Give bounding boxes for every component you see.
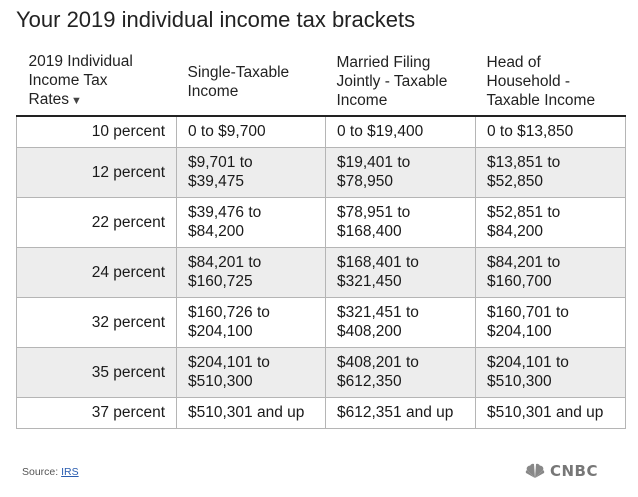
single-income-cell: $84,201 to $160,725 [176,246,326,298]
cell-line: $160,726 to [188,304,270,321]
header-line: Income [336,92,388,109]
source-link[interactable]: IRS [61,466,79,478]
single-income-cell: $39,476 to $84,200 [176,196,326,248]
married-income-cell: $168,401 to $321,450 [325,246,476,298]
table-row: 37 percent $510,301 and up $612,351 and … [16,396,626,429]
cell-line: $52,851 to [487,204,561,221]
married-income-cell: 0 to $19,400 [325,115,476,148]
head-income-cell: $52,851 to $84,200 [475,196,626,248]
rate-cell: 32 percent [16,296,177,348]
head-income-cell: $510,301 and up [475,396,626,429]
tax-bracket-table: 2019 Individual Income Tax Rates ▼ Single… [16,48,626,429]
married-income-cell: $408,201 to $612,350 [325,346,476,398]
source-note: Source: IRS [22,466,79,478]
table-row: 12 percent $9,701 to $39,475 $19,401 to $7… [16,146,626,198]
table-row: 35 percent $204,101 to $510,300 $408,201 … [16,346,626,398]
cell-line: $510,300 [487,373,552,390]
cell-line: $612,351 and up [337,404,454,421]
head-income-cell: $204,101 to $510,300 [475,346,626,398]
cell-line: $321,451 to [337,304,419,321]
cell-line: $19,401 to [337,154,411,171]
cell-line: $84,201 to [487,254,561,271]
logo-text: CNBC [550,462,599,480]
cell-line: $168,400 [337,223,402,240]
cell-line: $39,475 [188,173,245,190]
cell-line: $168,401 to [337,254,419,271]
column-header-married[interactable]: Married Filing Jointly - Taxable Income [325,48,476,117]
cell-line: $612,350 [337,373,402,390]
single-income-cell: 0 to $9,700 [176,115,326,148]
cell-line: 0 to $13,850 [487,123,574,141]
rate-cell: 10 percent [16,115,177,148]
table-row: 32 percent $160,726 to $204,100 $321,451 … [16,296,626,348]
table-header-row: 2019 Individual Income Tax Rates ▼ Single… [16,48,626,117]
cell-line: $510,301 and up [188,404,305,421]
head-income-cell: $160,701 to $204,100 [475,296,626,348]
cnbc-logo: CNBC [524,462,598,480]
cell-line: $52,850 [487,173,544,190]
single-income-cell: $204,101 to $510,300 [176,346,326,398]
married-income-cell: $321,451 to $408,200 [325,296,476,348]
header-line: Rates [28,91,70,108]
married-income-cell: $19,401 to $78,950 [325,146,476,198]
cell-line: $13,851 to [487,154,561,171]
cell-line: $160,700 [487,273,552,290]
table-row: 22 percent $39,476 to $84,200 $78,951 to $… [16,196,626,248]
column-header-head-of-household[interactable]: Head of Household - Taxable Income [475,48,626,117]
cell-line: $160,725 [188,273,253,290]
table-row: 24 percent $84,201 to $160,725 $168,401 t… [16,246,626,298]
cell-line: $39,476 to [188,204,262,221]
header-line: Taxable Income [486,92,596,109]
cell-line: $510,300 [188,373,253,390]
cell-line: $84,200 [188,223,245,240]
rate-cell: 12 percent [16,146,177,198]
peacock-icon [525,463,545,478]
head-income-cell: $84,201 to $160,700 [475,246,626,298]
header-line: Income [187,82,239,100]
table-row: 10 percent 0 to $9,700 0 to $19,400 0 to… [16,115,626,148]
source-label: Source: [22,466,59,478]
header-line: Income Tax [28,72,108,89]
column-header-rates[interactable]: 2019 Individual Income Tax Rates ▼ [16,48,177,117]
head-income-cell: 0 to $13,850 [475,115,626,148]
cell-line: $408,200 [337,323,402,340]
cell-line: $204,100 [487,323,552,340]
cell-line: $9,701 to [188,154,253,171]
married-income-cell: $612,351 and up [325,396,476,429]
cell-line: $321,450 [337,273,402,290]
cell-line: $84,200 [487,223,544,240]
header-line: Married Filing [336,54,431,71]
cell-line: $84,201 to [188,254,262,271]
single-income-cell: $510,301 and up [176,396,326,429]
cell-line: $160,701 to [487,304,569,321]
head-income-cell: $13,851 to $52,850 [475,146,626,198]
cell-line: $78,950 [337,173,394,190]
rate-cell: 35 percent [16,346,177,398]
header-line: Single-Taxable [187,63,290,81]
header-line: 2019 Individual [28,53,133,70]
sort-down-icon[interactable]: ▼ [71,95,82,107]
cell-line: $204,101 to [188,354,270,371]
single-income-cell: $160,726 to $204,100 [176,296,326,348]
rate-cell: 37 percent [16,396,177,429]
page-title: Your 2019 individual income tax brackets [16,7,416,32]
cell-line: $204,100 [188,323,253,340]
header-line: Household - [486,73,571,90]
rate-cell: 22 percent [16,196,177,248]
cell-line: 0 to $9,700 [188,123,266,141]
header-line: Head of [486,54,541,71]
cell-line: 0 to $19,400 [337,123,424,141]
cell-line: $204,101 to [487,354,569,371]
column-header-single[interactable]: Single-Taxable Income [176,48,326,117]
single-income-cell: $9,701 to $39,475 [176,146,326,198]
cell-line: $510,301 and up [487,404,604,421]
header-line: Jointly - Taxable [336,73,448,90]
cell-line: $408,201 to [337,354,419,371]
cell-line: $78,951 to [337,204,411,221]
married-income-cell: $78,951 to $168,400 [325,196,476,248]
rate-cell: 24 percent [16,246,177,298]
